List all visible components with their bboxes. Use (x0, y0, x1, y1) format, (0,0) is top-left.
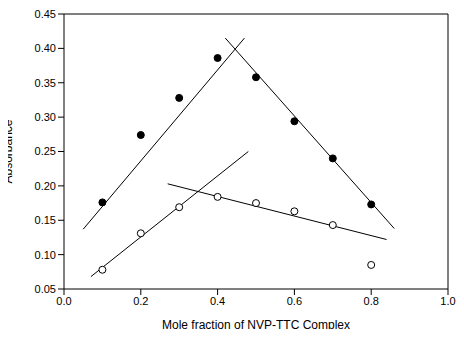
svg-text:Mole fraction of NVP-TTC Compl: Mole fraction of NVP-TTC Complex (162, 318, 350, 329)
svg-text:0.2: 0.2 (133, 295, 148, 307)
svg-text:0.10: 0.10 (35, 249, 56, 261)
svg-text:0.40: 0.40 (35, 42, 56, 54)
svg-text:0.45: 0.45 (35, 8, 56, 20)
svg-text:1.0: 1.0 (440, 295, 455, 307)
svg-text:0.20: 0.20 (35, 180, 56, 192)
svg-text:0.8: 0.8 (364, 295, 379, 307)
svg-text:0.0: 0.0 (56, 295, 71, 307)
svg-text:0.4: 0.4 (210, 295, 225, 307)
svg-text:0.05: 0.05 (35, 283, 56, 295)
svg-text:0.15: 0.15 (35, 214, 56, 226)
svg-text:0.25: 0.25 (35, 145, 56, 157)
svg-text:0.35: 0.35 (35, 77, 56, 89)
svg-text:0.6: 0.6 (287, 295, 302, 307)
svg-text:0.30: 0.30 (35, 111, 56, 123)
svg-text:Absorbance: Absorbance (8, 119, 15, 183)
